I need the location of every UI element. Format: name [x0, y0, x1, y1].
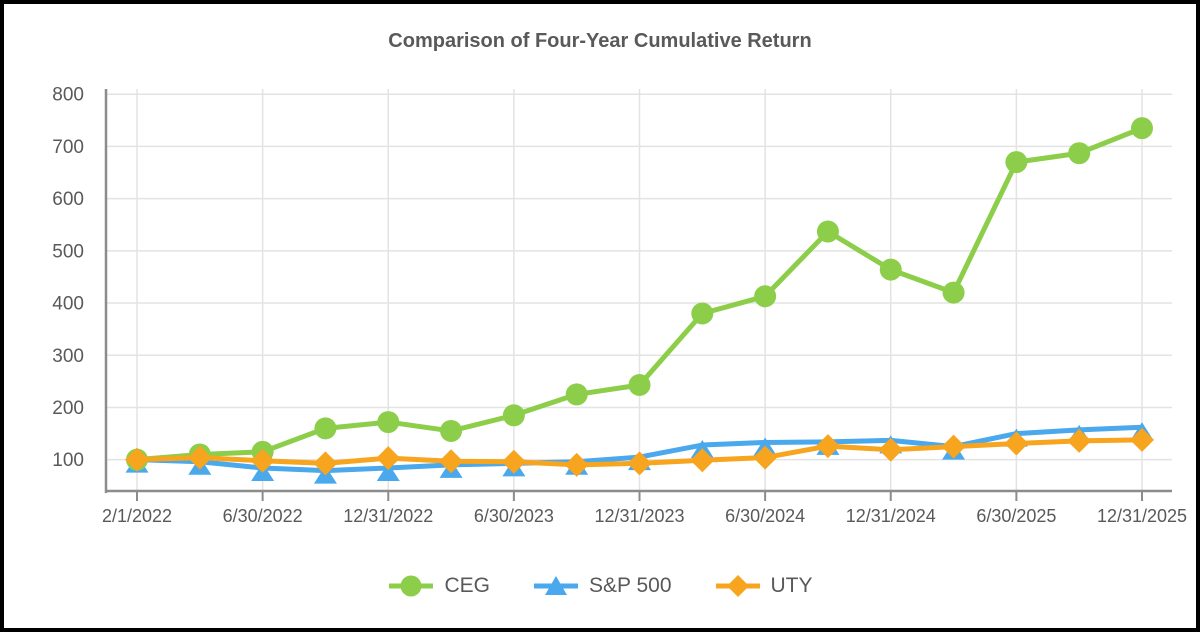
sp500-series-marker-icon	[534, 576, 578, 595]
marker-uty	[878, 437, 903, 462]
y-tick-label: 700	[52, 137, 84, 158]
marker-ceg	[816, 220, 839, 243]
y-tick-label: 200	[52, 398, 84, 419]
marker-ceg	[754, 285, 777, 308]
marker-uty	[1130, 427, 1154, 452]
y-tick-label: 800	[52, 85, 84, 106]
marker-ceg	[314, 417, 337, 440]
uty-series-marker-icon	[715, 575, 760, 597]
y-tick-label: 500	[52, 241, 84, 262]
legend-label-ceg: CEG	[444, 574, 490, 597]
x-tick-label: 6/30/2025	[976, 506, 1056, 526]
marker-uty	[1067, 428, 1092, 453]
performance-chart-plot: 100 200 300 400 500 600 700 800 2/1/2022 6/30/202…	[52, 85, 1187, 526]
x-tick-label: 6/30/2024	[725, 506, 805, 526]
marker-ceg	[377, 411, 400, 434]
marker-ceg	[628, 374, 651, 397]
marker-uty	[1004, 431, 1029, 456]
legend-label-uty: UTY	[770, 574, 813, 597]
marker-s-p-500	[376, 463, 400, 482]
marker-uty	[564, 452, 589, 477]
x-tick-label: 12/31/2022	[343, 506, 433, 526]
marker-uty	[125, 447, 149, 472]
marker-ceg	[942, 281, 965, 304]
marker-uty	[815, 434, 840, 459]
x-tick-label: 12/31/2023	[594, 506, 684, 526]
chart-legend: CEG S&P 500 UTY	[4, 572, 1196, 600]
x-tick-label: 6/30/2023	[474, 506, 554, 526]
marker-uty	[753, 445, 778, 470]
marker-ceg	[1131, 117, 1153, 140]
marker-ceg	[691, 302, 714, 325]
legend-item-sp500: S&P 500	[532, 572, 672, 600]
ceg-series-marker-icon	[389, 575, 434, 597]
marker-ceg	[879, 258, 902, 281]
marker-ceg	[1068, 142, 1091, 165]
legend-item-ceg: CEG	[387, 572, 490, 600]
y-tick-label: 400	[52, 294, 84, 315]
marker-uty	[376, 446, 401, 471]
legend-item-uty: UTY	[714, 572, 813, 600]
marker-uty	[690, 448, 715, 473]
legend-label-sp500: S&P 500	[589, 574, 672, 597]
chart-title: Comparison of Four-Year Cumulative Retur…	[388, 30, 812, 52]
x-tick-label: 12/31/2024	[846, 506, 936, 526]
marker-uty	[501, 449, 526, 474]
marker-uty	[627, 451, 652, 476]
x-tick-label: 2/1/2022	[102, 506, 172, 526]
x-tick-label: 12/31/2025	[1097, 506, 1187, 526]
marker-ceg	[440, 419, 463, 442]
marker-ceg	[1005, 151, 1028, 174]
marker-ceg	[502, 404, 525, 427]
y-tick-label: 300	[52, 346, 84, 367]
marker-uty	[941, 434, 966, 459]
marker-uty	[250, 448, 275, 473]
y-tick-label: 600	[52, 189, 84, 210]
y-tick-label: 100	[52, 450, 84, 471]
marker-uty	[313, 451, 338, 476]
marker-uty	[187, 445, 212, 470]
marker-ceg	[565, 383, 588, 406]
x-tick-label: 6/30/2022	[223, 506, 303, 526]
marker-uty	[439, 449, 464, 474]
